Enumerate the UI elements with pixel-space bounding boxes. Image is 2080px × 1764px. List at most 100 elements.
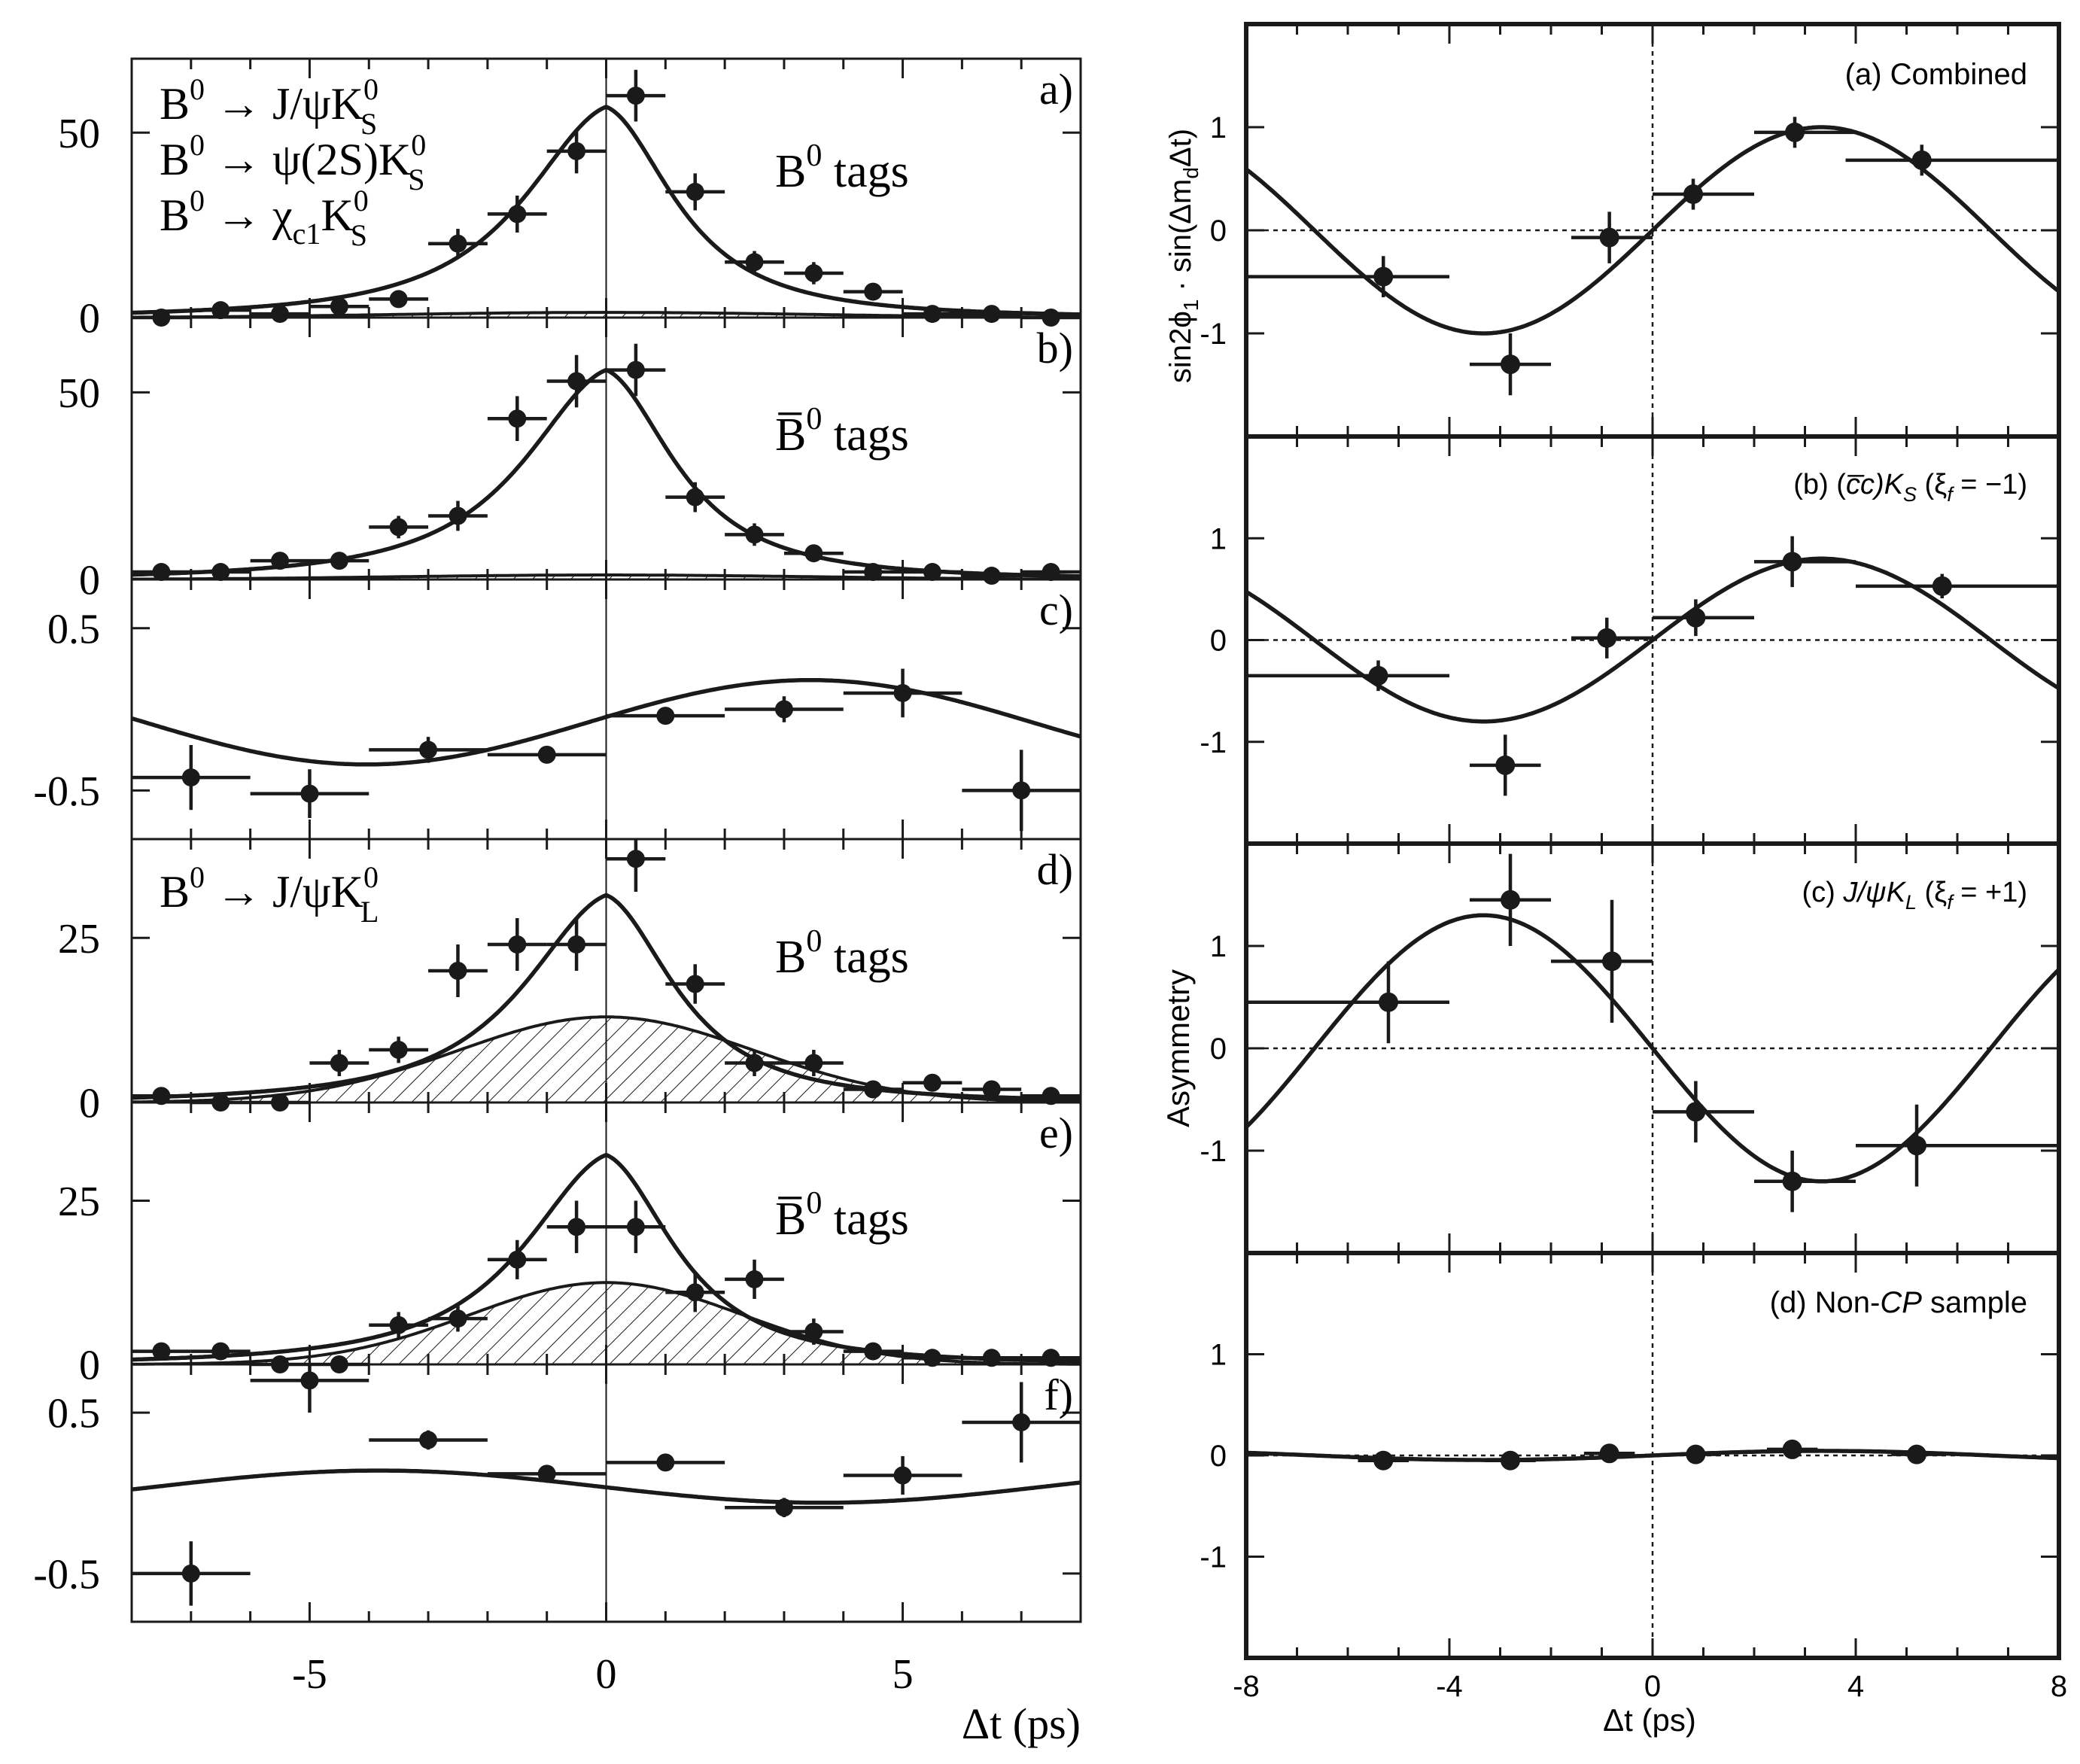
left-a-y-tick-label: 50 xyxy=(58,111,100,157)
left-f-y-tick-label: -0.5 xyxy=(33,1551,100,1598)
left-b-panel: 0 50 b) xyxy=(58,316,1082,604)
left-a-data-point xyxy=(982,305,1001,324)
left-d-y-tick-label: 0 xyxy=(79,1081,100,1127)
left-e-data-point xyxy=(686,1283,704,1302)
left-x-tick-label: 0 xyxy=(596,1651,617,1698)
left-b-panel-letter: b) xyxy=(1037,324,1073,373)
left-b-data-point xyxy=(745,525,764,544)
left-f-fit-curve xyxy=(132,1468,1081,1505)
left-b-data-point xyxy=(271,552,290,570)
left-b-data-point xyxy=(804,544,823,563)
right-c-data-point xyxy=(1602,951,1622,972)
left-d-background-area xyxy=(132,1017,1081,1102)
left-d-data-point xyxy=(626,850,645,868)
left-d-data-point xyxy=(508,935,527,953)
right-b-y-tick-label: 0 xyxy=(1210,625,1227,658)
left-a-data-point xyxy=(567,141,586,160)
left-f-data-point xyxy=(774,1498,793,1517)
left-c-data-point xyxy=(419,741,438,759)
left-e-data-point xyxy=(1042,1349,1060,1367)
right-a-data-point xyxy=(1683,184,1703,205)
right-c-fit-curve xyxy=(1246,913,2059,1184)
right-a-y-tick-label: -1 xyxy=(1200,318,1227,351)
left-d-data-point xyxy=(389,1041,408,1059)
left-d-data-point xyxy=(567,935,586,953)
left-e-data-point xyxy=(864,1342,883,1361)
right-c-y-tick-label: 0 xyxy=(1210,1033,1227,1066)
left-d-y-tick-label: 25 xyxy=(58,916,100,963)
right-x-axis-title: Δt (ps) xyxy=(1603,1702,1696,1738)
right-y-axis-title-top: sin2ϕ1 · sin(ΔmdΔt) xyxy=(1164,129,1203,383)
left-x-tick-label: -5 xyxy=(292,1651,327,1698)
left-a-panel-letter: a) xyxy=(1039,65,1073,114)
right-c-data-point xyxy=(1907,1136,1926,1156)
left-e-data-point xyxy=(152,1342,171,1361)
left-d-data-point xyxy=(923,1073,941,1092)
left-c-panel-letter: c) xyxy=(1039,585,1073,634)
right-a-data-point xyxy=(1785,122,1805,142)
left-d-fit-curve xyxy=(132,893,1081,1102)
left-c-data-point xyxy=(656,707,675,725)
right-panel-b-label: (b) (c̅c)KS (ξf = −1) xyxy=(1793,469,2027,506)
right-x-tick-label: -4 xyxy=(1436,1670,1463,1703)
left-e-data-point xyxy=(626,1218,645,1236)
right-d-data-point xyxy=(1501,1450,1520,1471)
right-x-tick-label: 0 xyxy=(1644,1670,1661,1703)
left-b-data-point xyxy=(567,372,586,391)
left-e-y-tick-label: 0 xyxy=(79,1343,100,1389)
left-c-data-point xyxy=(181,768,200,787)
right-c-data-point xyxy=(1686,1102,1706,1122)
left-b-data-point xyxy=(330,552,348,570)
left-a-data-point xyxy=(389,290,408,309)
left-e-fit-curve xyxy=(132,1152,1081,1364)
left-b-background-curve xyxy=(131,573,1081,581)
left-f-data-point xyxy=(181,1564,200,1583)
right-x-tick-label: 4 xyxy=(1847,1670,1864,1703)
right-b-data-point xyxy=(1782,552,1802,572)
left-e-data-point xyxy=(211,1342,230,1361)
left-a-data-point xyxy=(864,282,883,301)
left-b-data-point xyxy=(508,409,527,428)
left-b-data-point xyxy=(449,506,467,525)
left-a-data-point xyxy=(330,297,348,316)
left-d-data-point xyxy=(1042,1087,1060,1106)
left-e-data-point xyxy=(449,1309,467,1328)
left-b-data-point xyxy=(923,563,941,582)
left-x-tick-label: 5 xyxy=(893,1651,914,1698)
left-c-y-tick-label: 0.5 xyxy=(47,606,100,652)
left-f-data-point xyxy=(537,1464,556,1483)
left-b-data-point xyxy=(152,563,171,582)
left-d-data-point xyxy=(982,1080,1001,1099)
left-a-data-point xyxy=(508,205,527,224)
left-c-data-point xyxy=(537,745,556,764)
b0-tags-label-d: B0 tags xyxy=(775,924,909,983)
right-d-data-point xyxy=(1599,1443,1619,1464)
channel-label-chic1-ks: B0 → χc1K0 S xyxy=(160,184,369,252)
left-d-data-point xyxy=(686,975,704,993)
left-b-data-point xyxy=(982,567,1001,585)
left-f-panel: -0.5 0.5 f) xyxy=(33,1363,1082,1623)
right-d-data-point xyxy=(1907,1444,1926,1464)
left-b-data-point xyxy=(1042,563,1060,582)
right-d-data-point xyxy=(1373,1450,1394,1471)
right-panel-d-label: (d) Non-CP sample xyxy=(1770,1286,2027,1319)
right-a-data-point xyxy=(1373,266,1394,287)
left-a-data-point xyxy=(211,301,230,320)
left-e-data-point xyxy=(389,1315,408,1334)
left-a-y-tick-label: 0 xyxy=(79,296,100,342)
left-e-data-point xyxy=(508,1250,527,1269)
right-b-data-point xyxy=(1932,576,1952,596)
left-b-y-tick-label: 0 xyxy=(79,558,100,604)
left-d-data-point xyxy=(449,962,467,980)
right-b-y-tick-label: 1 xyxy=(1210,522,1227,555)
left-d-data-point xyxy=(330,1054,348,1072)
left-f-data-point xyxy=(656,1453,675,1472)
left-e-panel: 0 25 e) xyxy=(58,1101,1082,1389)
left-b-data-point xyxy=(211,563,230,582)
left-c-data-point xyxy=(893,683,912,702)
left-f-data-point xyxy=(419,1431,438,1449)
b0bar-tags-label-e: B̅0 tags xyxy=(775,1186,909,1245)
left-d-panel-letter: d) xyxy=(1037,845,1073,894)
